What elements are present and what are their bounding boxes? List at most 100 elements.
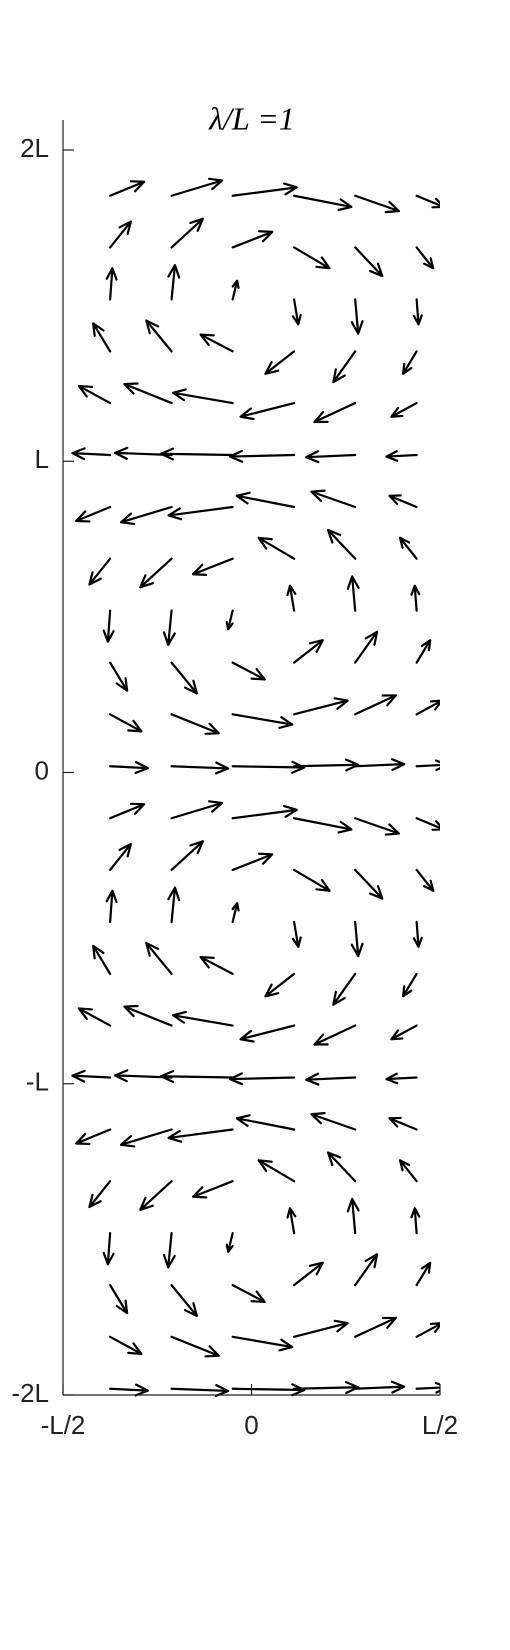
arrow [123, 382, 173, 405]
arrow [170, 713, 220, 735]
arrow [398, 1159, 418, 1183]
arrow [119, 505, 173, 526]
arrow [105, 889, 118, 923]
arrow [102, 609, 115, 643]
arrow [326, 528, 357, 560]
arrow [313, 1024, 357, 1046]
arrow [139, 1180, 173, 1211]
arrow [71, 447, 112, 461]
arrow [412, 920, 423, 948]
arrow [401, 350, 418, 375]
arrow [71, 1069, 112, 1083]
arrow [159, 447, 234, 461]
arrow [170, 217, 204, 249]
arrow-field [71, 177, 440, 1397]
arrow [332, 350, 357, 384]
arrow [231, 230, 274, 249]
arrow [286, 1207, 297, 1235]
arrow [354, 1316, 397, 1338]
arrow [139, 557, 173, 589]
arrow [170, 840, 204, 872]
arrow [350, 920, 364, 958]
arrow [293, 817, 353, 834]
arrow [388, 494, 418, 509]
arrow [346, 1197, 360, 1235]
arrow [231, 852, 274, 872]
y-tick-label: L [35, 444, 49, 474]
y-tick-label: 2L [20, 133, 49, 163]
arrow [92, 944, 112, 975]
arrow [109, 1335, 143, 1356]
arrow [162, 609, 176, 646]
arrow [109, 713, 143, 733]
arrow [231, 760, 306, 774]
arrow [231, 1383, 306, 1397]
arrow [145, 941, 173, 975]
arrow [350, 298, 364, 335]
arrow [170, 1384, 230, 1397]
arrow [88, 557, 112, 586]
y-tick-label: 0 [35, 755, 49, 785]
arrow [170, 1284, 198, 1318]
arrow [225, 609, 234, 631]
arrow [102, 1232, 115, 1266]
arrow [354, 758, 406, 772]
arrow [390, 401, 418, 418]
arrow [390, 1024, 418, 1041]
arrow [388, 1116, 418, 1131]
arrow [231, 902, 240, 923]
arrow [415, 246, 435, 270]
arrow [401, 972, 418, 998]
arrow [385, 450, 418, 462]
arrow [109, 842, 132, 872]
arrow [231, 182, 298, 197]
arrow [170, 177, 224, 197]
arrow [293, 194, 353, 212]
arrow [293, 1319, 349, 1338]
arrow [332, 972, 357, 1006]
arrow [293, 758, 360, 772]
arrow [231, 1335, 294, 1352]
arrow [109, 802, 146, 820]
arrow [109, 761, 149, 775]
arrow [354, 817, 401, 836]
arrow [257, 1159, 296, 1183]
x-tick-label: L/2 [422, 1410, 458, 1440]
arrow [119, 1128, 173, 1148]
arrow [228, 1072, 296, 1086]
arrow [410, 584, 421, 612]
arrow [231, 1284, 266, 1304]
arrow [293, 868, 331, 892]
arrow [231, 279, 240, 301]
chart-title: λ/L =1 [208, 100, 295, 136]
arrow [326, 1151, 357, 1183]
arrow [92, 322, 112, 353]
arrow [145, 319, 173, 353]
arrow [239, 1024, 296, 1043]
arrow [228, 449, 296, 463]
arrow [385, 1072, 418, 1085]
arrow [293, 246, 331, 270]
arrow [167, 886, 181, 923]
arrow [293, 639, 324, 664]
arrow [286, 584, 297, 612]
arrow [264, 972, 296, 998]
arrow [264, 350, 296, 375]
arrow [415, 868, 435, 892]
arrow [170, 761, 230, 775]
arrow [346, 575, 360, 612]
arrow [291, 920, 302, 948]
arrow [77, 384, 112, 405]
arrow [293, 1261, 324, 1287]
arrow [354, 1380, 406, 1394]
arrow [159, 1069, 234, 1083]
arrow [199, 955, 234, 975]
arrow [231, 661, 266, 681]
arrow [310, 489, 357, 509]
arrow [415, 194, 440, 209]
arrow [235, 491, 296, 509]
arrow [75, 1128, 112, 1146]
arrow [410, 1207, 421, 1235]
